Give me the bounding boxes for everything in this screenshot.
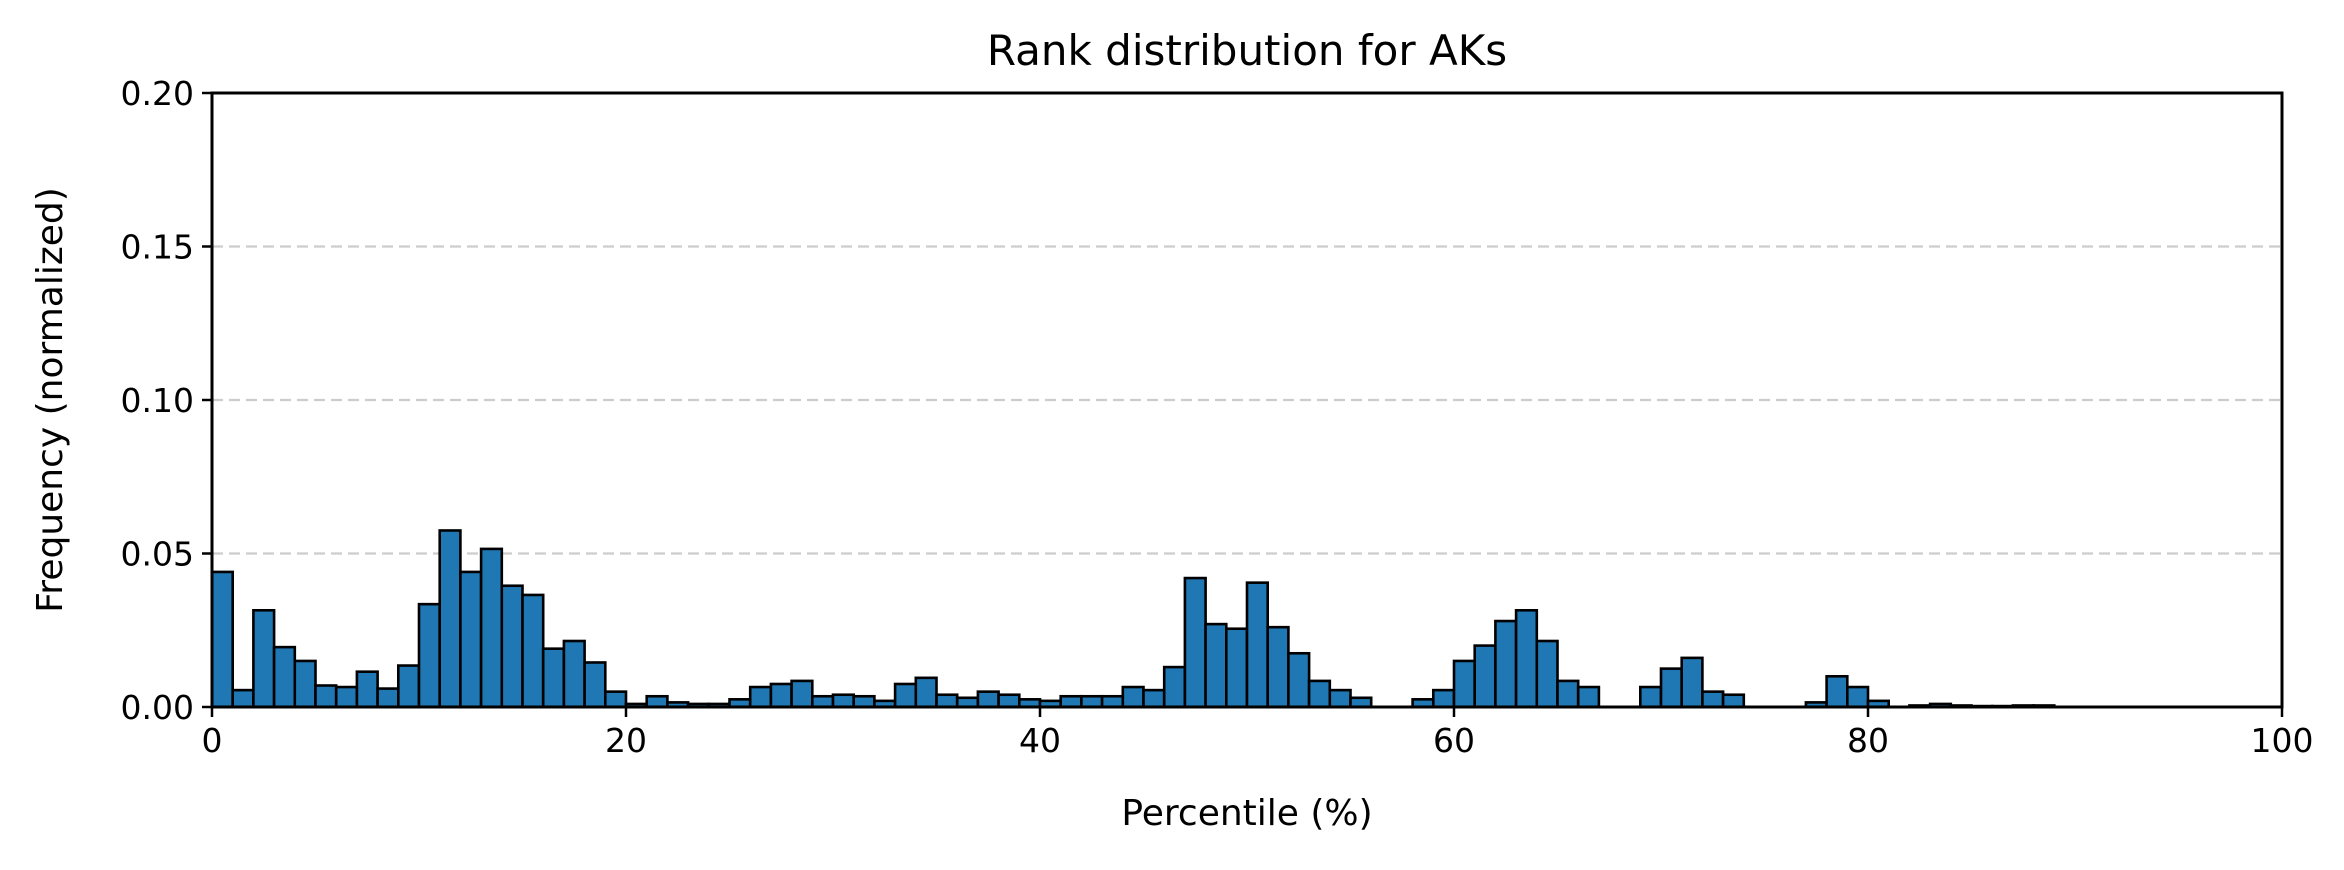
histogram-bar — [852, 694, 876, 709]
histogram-bar — [1514, 608, 1539, 709]
y-axis-ticks: 0.00 0.05 0.10 0.15 0.20 — [121, 74, 212, 727]
histogram-bar — [396, 664, 421, 709]
bars — [210, 529, 2056, 709]
histogram-bar — [541, 647, 566, 709]
histogram-bar — [1162, 665, 1187, 709]
y-tick-label: 0.15 — [121, 228, 194, 267]
x-tick-label: 0 — [202, 721, 223, 760]
histogram-bar — [438, 529, 462, 709]
histogram-bar — [1328, 688, 1352, 709]
x-tick-label: 20 — [605, 721, 647, 760]
x-tick-label: 60 — [1433, 721, 1475, 760]
y-tick-label: 0.05 — [121, 535, 194, 574]
histogram-bar — [790, 679, 814, 709]
histogram-bar — [1680, 656, 1704, 709]
histogram-bar — [1556, 679, 1580, 709]
histogram-bar — [1701, 690, 1725, 709]
histogram-bar — [1494, 619, 1518, 709]
histogram-bar — [1576, 685, 1601, 709]
x-tick-label: 40 — [1019, 721, 1061, 760]
histogram-bar — [1307, 679, 1332, 709]
histogram-bar — [645, 694, 669, 709]
histogram-bar — [997, 693, 1021, 709]
x-tick-label: 100 — [2251, 721, 2314, 760]
histogram-bar — [831, 693, 856, 709]
histogram-bar — [1473, 644, 1497, 709]
histogram-bar — [1225, 627, 1249, 709]
histogram-bar — [1825, 674, 1849, 709]
y-tick-label: 0.10 — [121, 381, 194, 420]
histogram-bar — [1846, 685, 1870, 709]
histogram-bar — [252, 608, 276, 709]
histogram-bar — [1266, 625, 1290, 709]
histogram-bar — [769, 682, 793, 709]
x-axis-ticks: 0 20 40 60 80 100 — [202, 707, 2314, 760]
histogram-bar — [748, 685, 773, 709]
histogram-bar — [272, 645, 297, 709]
y-tick-label: 0.20 — [121, 74, 194, 113]
histogram-bar — [914, 676, 938, 709]
histogram-bar — [314, 684, 338, 709]
histogram-bar — [1432, 688, 1456, 709]
histogram-bar — [603, 690, 628, 709]
histogram-bar — [562, 639, 586, 709]
histogram-bar — [1142, 688, 1166, 709]
histogram-bar — [479, 547, 504, 709]
histogram-bar — [231, 688, 255, 709]
histogram-bar — [417, 602, 442, 709]
histogram-bar — [1204, 622, 1228, 709]
histogram-bar — [1183, 576, 1207, 709]
histogram-bar — [521, 593, 545, 709]
histogram-bar — [355, 670, 379, 709]
histogram-bar — [293, 659, 317, 709]
histogram-bar — [1659, 667, 1684, 709]
histogram-bar — [1287, 651, 1311, 709]
chart-title: Rank distribution for AKs — [987, 26, 1507, 75]
x-tick-label: 80 — [1847, 721, 1889, 760]
histogram-bar — [1639, 685, 1663, 709]
histogram-bar — [1121, 685, 1145, 709]
histogram-bar — [1452, 659, 1477, 709]
histogram-bar — [1059, 694, 1083, 709]
histogram-bar — [935, 693, 959, 709]
histogram-bar — [1535, 639, 1559, 709]
histogram-bar — [1245, 581, 1270, 709]
gridlines — [212, 245, 2282, 555]
histogram-bar — [583, 661, 607, 709]
histogram-bar — [459, 570, 483, 709]
histogram-bar — [976, 690, 1000, 709]
histogram-bar — [810, 694, 835, 709]
histogram-bar — [1100, 694, 1125, 709]
histogram-bar — [1721, 693, 1746, 709]
histogram-bar — [1080, 694, 1104, 709]
histogram-bar — [210, 570, 235, 709]
histogram-bar — [334, 685, 359, 709]
y-tick-label: 0.00 — [121, 688, 194, 727]
histogram-bar — [500, 584, 524, 709]
histogram-bar — [893, 682, 918, 709]
y-axis-title: Frequency (normalized) — [30, 187, 71, 613]
histogram-bar — [376, 687, 400, 709]
x-axis-title: Percentile (%) — [1121, 793, 1372, 834]
